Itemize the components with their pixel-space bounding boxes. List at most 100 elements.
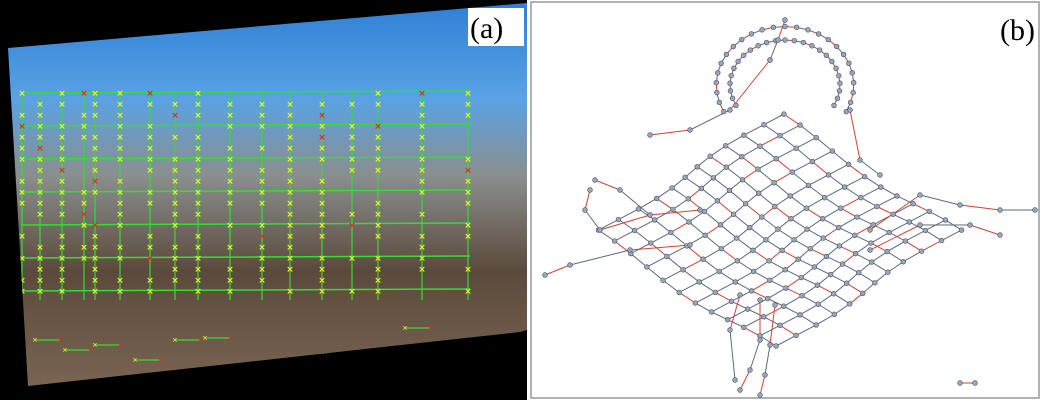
marker: ×: [80, 111, 88, 121]
graph-node: [829, 59, 834, 64]
marker: ×: [80, 221, 88, 231]
graph-node: [834, 44, 839, 49]
graph-node: [767, 258, 772, 263]
marker: ×: [91, 276, 99, 286]
marker: ×: [132, 355, 137, 365]
graph-node: [832, 312, 837, 317]
graph-node: [848, 100, 853, 105]
marker: ×: [32, 335, 37, 345]
marker: ×: [194, 210, 202, 220]
graph-node: [652, 218, 657, 223]
marker: ×: [36, 133, 44, 143]
graph-node: [739, 154, 744, 159]
marker: ×: [58, 276, 66, 286]
marker: ×: [318, 232, 326, 242]
marker: ×: [171, 188, 179, 198]
graph-node: [636, 207, 641, 212]
graph-node: [681, 267, 686, 272]
graph-node: [798, 123, 803, 128]
graph-node: [958, 381, 963, 386]
graph-node: [801, 40, 806, 45]
graph-node: [812, 265, 817, 270]
graph-node: [814, 323, 819, 328]
graph-node: [782, 112, 787, 117]
marker: ×: [226, 155, 234, 165]
marker: ×: [171, 265, 179, 275]
marker: ×: [58, 100, 66, 110]
marker: ×: [80, 210, 88, 220]
graph-node: [772, 180, 777, 185]
graph-node: [698, 208, 703, 213]
marker: ×: [286, 144, 294, 154]
graph-node: [806, 183, 811, 188]
graph-node: [758, 144, 763, 149]
marker: ×: [286, 265, 294, 275]
marker: ×: [91, 265, 99, 275]
marker: ×: [58, 122, 66, 132]
marker: ×: [226, 276, 234, 286]
marker: ×: [146, 276, 154, 286]
marker: ×: [418, 254, 426, 264]
marker: ×: [194, 166, 202, 176]
marker: ×: [171, 199, 179, 209]
marker: ×: [116, 254, 124, 264]
marker: ×: [374, 287, 382, 297]
marker: ×: [258, 122, 266, 132]
marker: ×: [146, 243, 154, 253]
graph-node: [723, 143, 728, 148]
graph-node: [885, 249, 890, 254]
marker: ×: [464, 199, 472, 209]
marker: ×: [116, 155, 124, 165]
graph-node: [836, 73, 841, 78]
marker: ×: [91, 111, 99, 121]
graph-node: [711, 175, 716, 180]
marker: ×: [286, 210, 294, 220]
page: ××××××××××××××××××××××××××××××××××××××××…: [0, 0, 1041, 400]
marker: ×: [116, 144, 124, 154]
graph-node: [701, 257, 706, 262]
graph-node: [998, 208, 1003, 213]
marker: ×: [116, 221, 124, 231]
graph-node: [822, 195, 827, 200]
graph-node: [841, 52, 846, 57]
marker: ×: [18, 144, 26, 154]
marker: ×: [116, 177, 124, 187]
marker: ×: [226, 287, 234, 297]
marker: ×: [464, 177, 472, 187]
graph-node: [717, 269, 722, 274]
graph-node: [901, 259, 906, 264]
marker: ×: [226, 243, 234, 253]
graph-node: [868, 228, 873, 233]
graph-node: [835, 96, 840, 101]
marker: ×: [374, 133, 382, 143]
marker: ×: [194, 89, 202, 99]
graph-node: [817, 48, 822, 53]
marker: ×: [418, 133, 426, 143]
marker: ×: [418, 210, 426, 220]
graph-node: [728, 81, 733, 86]
panel-label: (a): [470, 12, 503, 45]
graph-node: [759, 215, 764, 220]
marker: ×: [80, 89, 88, 99]
graph-node: [730, 96, 735, 101]
graph-node: [927, 209, 932, 214]
marker: ×: [227, 333, 232, 343]
marker: ×: [36, 111, 44, 121]
graph-node: [740, 177, 745, 182]
graph-node: [756, 167, 761, 172]
marker: ×: [146, 133, 154, 143]
graph-node: [895, 194, 900, 199]
marker: ×: [226, 188, 234, 198]
marker: ×: [91, 221, 99, 231]
graph-node: [774, 156, 779, 161]
graph-node: [869, 241, 874, 246]
marker: ×: [18, 111, 26, 121]
marker: ×: [58, 133, 66, 143]
graph-node: [846, 162, 851, 167]
graph-node: [780, 248, 785, 253]
graph-node: [794, 146, 799, 151]
graph-node: [821, 236, 826, 241]
graph-node: [816, 302, 821, 307]
graph-node: [760, 27, 765, 32]
graph-node: [664, 254, 669, 259]
